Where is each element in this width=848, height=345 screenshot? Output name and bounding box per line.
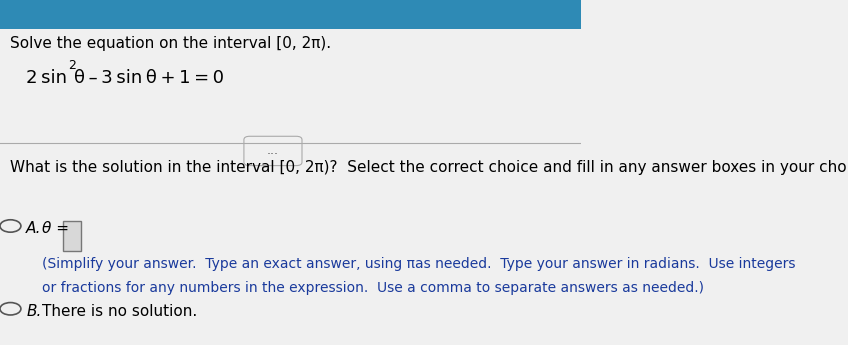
Text: Solve the equation on the interval [0, 2π).: Solve the equation on the interval [0, 2… (10, 36, 332, 51)
Text: A.: A. (26, 221, 42, 236)
Circle shape (0, 303, 21, 315)
Text: There is no solution.: There is no solution. (42, 304, 198, 319)
Text: B.: B. (26, 304, 42, 319)
Circle shape (0, 220, 21, 232)
Text: 2: 2 (68, 59, 75, 72)
FancyBboxPatch shape (0, 0, 581, 29)
Text: (Simplify your answer.  Type an exact answer, using πas needed.  Type your answe: (Simplify your answer. Type an exact ans… (42, 257, 796, 271)
Text: θ – 3 sin θ + 1 = 0: θ – 3 sin θ + 1 = 0 (74, 69, 224, 87)
Text: or fractions for any numbers in the expression.  Use a comma to separate answers: or fractions for any numbers in the expr… (42, 281, 705, 295)
FancyBboxPatch shape (244, 136, 302, 166)
Text: 2 sin: 2 sin (26, 69, 67, 87)
Text: ...: ... (267, 144, 279, 157)
Text: θ =: θ = (42, 221, 70, 236)
FancyBboxPatch shape (63, 221, 81, 251)
Text: What is the solution in the interval [0, 2π)?  Select the correct choice and fil: What is the solution in the interval [0,… (10, 160, 848, 175)
